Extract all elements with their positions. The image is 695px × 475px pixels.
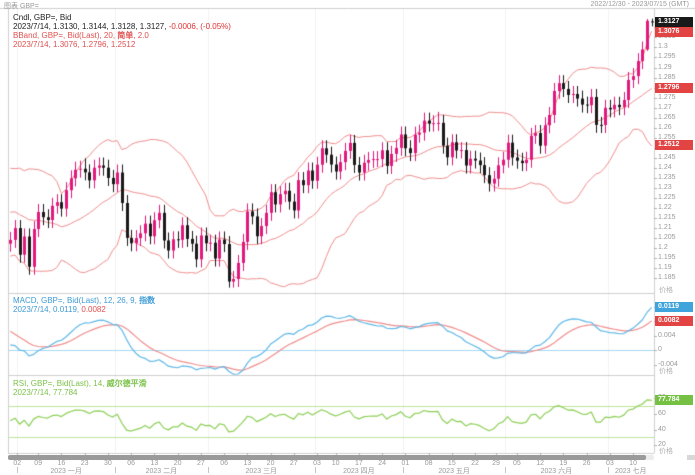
price-tick-label: 1.235	[658, 173, 676, 181]
month-label: 2023 七月	[614, 468, 647, 475]
rsi-value-badge: 77.784	[655, 395, 693, 406]
macd-signal-value: 0.0082	[79, 305, 106, 314]
price-tick-label: 1.21	[658, 223, 672, 231]
day-tick-label: 03	[313, 460, 321, 467]
month-label: 2023 二月	[145, 468, 178, 475]
day-tick-label: 15	[447, 460, 456, 467]
price-tick-label: 1.26	[658, 123, 672, 131]
day-tick-label: 09	[34, 460, 43, 467]
day-tick-label: 17	[354, 460, 363, 467]
macd-signal-badge: 0.0082	[655, 315, 693, 326]
day-tick-label: 13	[150, 460, 159, 467]
price-axis-title: 价格	[659, 287, 673, 294]
price-tick-label: 1.285	[658, 73, 676, 81]
day-tick-label: 30	[104, 460, 112, 467]
day-tick-label: 08	[424, 460, 433, 467]
day-tick-label: 16	[57, 460, 66, 467]
price-tick-label: 1.195	[658, 253, 676, 261]
date-range-label: 2022/12/30 - 2023/07/15 (GMT)	[590, 1, 689, 8]
day-tick-label: 13	[243, 460, 252, 467]
horizontal-scrollbar-thumb[interactable]	[8, 455, 646, 460]
macd-legend-line2: 2023/7/14, 0.0119, 0.0082	[13, 305, 106, 314]
day-tick-label: 20	[173, 460, 182, 467]
rsi-tick-label: 60	[658, 410, 666, 417]
month-separator	[403, 467, 404, 473]
day-tick-label: 23	[80, 460, 89, 467]
price-change: -0.0006, (-0.05%)	[166, 22, 231, 31]
day-tick-label: 19	[559, 460, 568, 467]
bband-mid-badge: 1.2796	[655, 83, 693, 94]
rsi-axis-title: 价格	[659, 448, 673, 455]
day-tick-label: 10	[629, 460, 637, 467]
price-tick-label: 1.185	[658, 273, 676, 281]
window-title: 图表 GBP=	[4, 3, 39, 10]
month-label: 2023 三月	[245, 468, 278, 475]
month-label: 2023 一月	[50, 468, 82, 475]
price-tick-label: 1.22	[658, 203, 672, 211]
macd-legend: MACD, GBP=, Bid(Last), 12, 26, 9, 指数 202…	[13, 296, 155, 314]
bband-upper-badge: 1.3076	[655, 27, 693, 38]
day-tick-label: 02	[13, 460, 22, 467]
day-tick-label: 12	[536, 460, 545, 467]
main-legend: Cndl, GBP=, Bid 2023/7/14, 1.3130, 1.314…	[13, 13, 231, 49]
month-label: 2023 六月	[540, 468, 573, 475]
day-tick-label: 27	[289, 460, 298, 467]
rsi-legend: RSI, GBP=, Bid(Last), 14, 威尔德平滑 2023/7/1…	[13, 379, 147, 397]
day-tick-label: 29	[492, 460, 500, 467]
price-tick-label: 1.205	[658, 233, 676, 241]
last-price-badge: 1.3127	[655, 17, 693, 28]
price-tick-label: 1.19	[658, 263, 672, 271]
price-tick-label: 1.245	[658, 153, 676, 161]
price-tick-label: 1.225	[658, 193, 676, 201]
price-tick-label: 1.275	[658, 93, 676, 101]
month-separator	[17, 467, 18, 473]
day-tick-label: 27	[196, 460, 205, 467]
price-tick-label: 1.255	[658, 133, 676, 141]
month-separator	[608, 467, 609, 473]
day-tick-label: 10	[331, 460, 340, 467]
price-tick-label: 1.2	[658, 243, 668, 251]
rsi-legend-line1: RSI, GBP=, Bid(Last), 14, 威尔德平滑	[13, 379, 147, 388]
day-tick-label: 03	[605, 460, 614, 467]
macd-tick-label: 0.004	[658, 331, 676, 339]
macd-legend-line1: MACD, GBP=, Bid(Last), 12, 26, 9, 指数	[13, 296, 156, 305]
month-separator	[115, 467, 116, 473]
month-separator	[208, 467, 209, 473]
price-tick-label: 1.295	[658, 53, 676, 61]
day-tick-label: 06	[220, 460, 228, 467]
macd-tick-label: -0.004	[658, 360, 678, 368]
macd-axis-title: 价格	[659, 368, 673, 375]
candle-legend-line1: Cndl, GBP=, Bid	[13, 13, 72, 22]
macd-tick-label: 0	[658, 346, 662, 354]
price-tick-label: 1.3	[658, 43, 668, 51]
price-tick-label: 1.265	[658, 113, 676, 121]
rsi-tick-label: 40	[658, 425, 666, 433]
price-tick-label: 1.215	[658, 213, 676, 221]
scrollbar-corner	[687, 455, 695, 460]
day-tick-label: 05	[512, 460, 521, 467]
day-tick-label: 26	[582, 460, 591, 467]
month-label: 2023 五月	[438, 468, 470, 475]
day-tick-label: 22	[471, 460, 479, 467]
day-tick-label: 20	[266, 460, 275, 467]
price-tick-label: 1.29	[658, 63, 672, 71]
day-tick-label: 06	[127, 460, 136, 467]
day-tick-label: 01	[401, 460, 410, 467]
macd-value-badge: 0.0119	[655, 302, 693, 313]
bband-lower-badge: 1.2512	[655, 140, 693, 151]
month-separator	[315, 467, 316, 473]
price-tick-label: 1.23	[658, 183, 672, 191]
rsi-tick-label: 20	[658, 441, 666, 449]
day-tick-label: 24	[378, 460, 387, 467]
price-tick-label: 1.27	[658, 103, 672, 111]
price-tick-label: 1.24	[658, 163, 672, 171]
candle-legend-line2: 2023/7/14, 1.3130, 1.3144, 1.3128, 1.312…	[13, 22, 231, 31]
bband-legend-line1: BBand, GBP=, Bid(Last), 20, 简单, 2.0	[13, 31, 149, 40]
month-separator	[505, 467, 506, 473]
rsi-legend-line2: 2023/7/14, 77.784	[13, 388, 78, 397]
bband-legend-line2: 2023/7/14, 1.3076, 1.2796, 1.2512	[13, 40, 136, 49]
month-label: 2023 四月	[343, 468, 375, 475]
